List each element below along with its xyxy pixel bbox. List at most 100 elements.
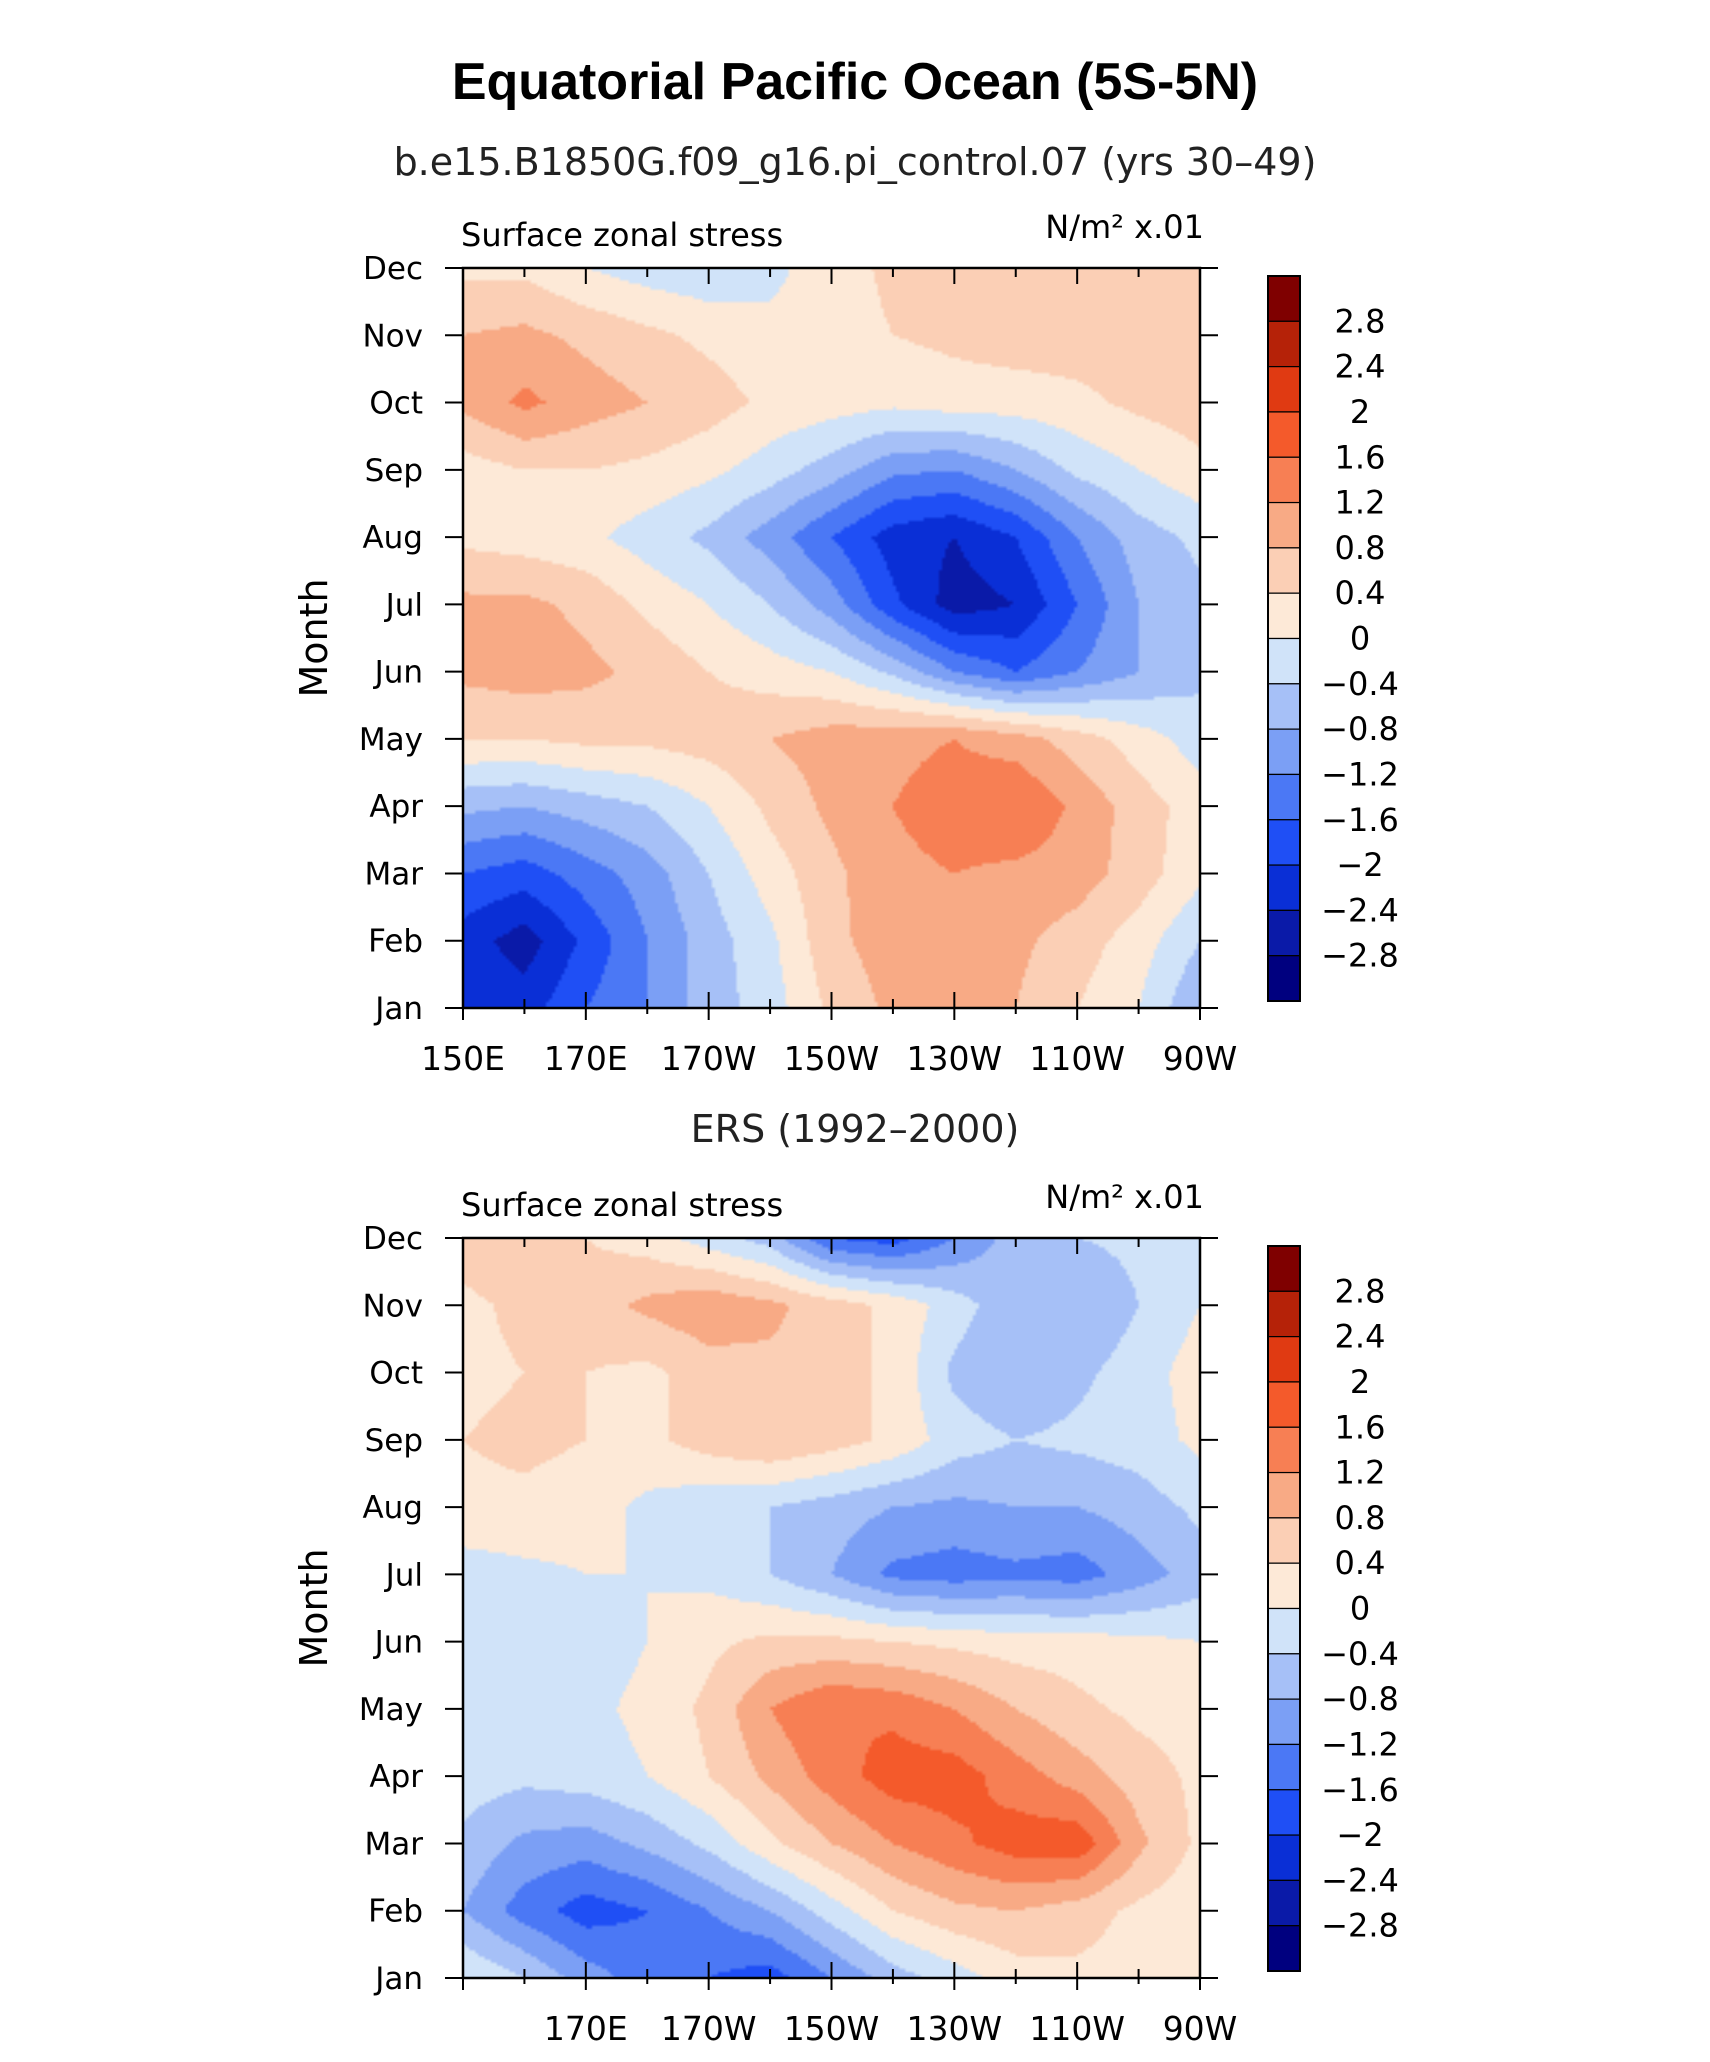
panel-2-colorbar-label: 2 bbox=[1350, 1363, 1370, 1401]
panel-2-colorbar-box bbox=[1267, 1336, 1301, 1383]
panel-1-title: b.e15.B1850G.f09_g16.pi_control.07 (yrs … bbox=[393, 140, 1317, 184]
panel-2-y-tick-label: Feb bbox=[368, 1894, 423, 1930]
panel-2-y-tick-label: Nov bbox=[362, 1288, 423, 1324]
panel-1-colorbar-label: −0.4 bbox=[1321, 665, 1399, 703]
panel-1-right-string: N/m² x.01 bbox=[1045, 208, 1204, 246]
panel-1-colorbar-label: 2 bbox=[1350, 393, 1370, 431]
panel-2-y-tick-label: Apr bbox=[369, 1759, 423, 1795]
panel-2-colorbar-box bbox=[1267, 1925, 1301, 1972]
panel-1-y-tick-label: Sep bbox=[365, 453, 423, 489]
panel-2-colorbar-box bbox=[1267, 1607, 1301, 1655]
panel-1-colorbar-label: 2.8 bbox=[1335, 302, 1386, 340]
panel-2-y-tick-label: Dec bbox=[363, 1221, 423, 1257]
panel-2-colorbar-frame bbox=[1267, 1245, 1301, 1972]
panel-1-colorbar-label: 1.6 bbox=[1335, 438, 1386, 476]
panel-1-colorbar-box bbox=[1267, 366, 1301, 413]
panel-2-colorbar-label: −1.2 bbox=[1321, 1725, 1399, 1763]
panel-1-y-tick-label: Mar bbox=[365, 856, 424, 892]
panel-1-x-tick-label: 170E bbox=[544, 1039, 628, 1078]
panel-1-colorbar-label: −1.6 bbox=[1321, 801, 1399, 839]
panel-1-colorbar-label: 0.4 bbox=[1335, 574, 1386, 612]
panel-1-left-string: Surface zonal stress bbox=[461, 216, 783, 254]
panel-2-group: 170E 170W 150W 130W 110W 90W Jan Feb Mar Apr May Ju… bbox=[292, 1178, 1399, 2048]
panel-2-colorbar-box bbox=[1267, 1698, 1301, 1746]
panel-1-colorbar-label: 0 bbox=[1350, 620, 1370, 658]
panel-2-y-tick-label: Jul bbox=[384, 1557, 423, 1593]
panel-2-title: ERS (1992–2000) bbox=[690, 1107, 1020, 1151]
panel-1-colorbar-box bbox=[1267, 456, 1301, 504]
panel-2-colorbar-label: 1.6 bbox=[1335, 1408, 1386, 1446]
panel-1-y-tick-label: Dec bbox=[363, 251, 423, 287]
panel-1-contour-field bbox=[463, 268, 1200, 1008]
panel-2-colorbar-box bbox=[1267, 1426, 1301, 1474]
panel-1-colorbar-box bbox=[1267, 592, 1301, 640]
panel-1-colorbar-box bbox=[1267, 955, 1301, 1002]
panel-1-colorbar-box bbox=[1267, 320, 1301, 368]
panel-2-colorbar-box bbox=[1267, 1789, 1301, 1836]
panel-2-colorbar-label: −2.8 bbox=[1321, 1907, 1399, 1945]
panel-1-colorbar-label: 2.4 bbox=[1335, 348, 1386, 386]
panel-2-y-tick-label: May bbox=[359, 1692, 423, 1728]
panel-2-x-tick-label: 170E bbox=[544, 2009, 628, 2048]
panel-1-colorbar-box bbox=[1267, 683, 1301, 730]
panel-1-colorbar-label: −2 bbox=[1336, 846, 1383, 884]
panel-1-x-tick-label: 150W bbox=[784, 1039, 880, 1078]
panel-2-colorbar-box bbox=[1267, 1517, 1301, 1564]
panel-1-colorbar-box bbox=[1267, 819, 1301, 866]
panel-1-colorbar-box bbox=[1267, 864, 1301, 911]
panel-1-x-tick-label: 170W bbox=[661, 1039, 757, 1078]
panel-2-colorbar-label: 1.2 bbox=[1335, 1454, 1386, 1492]
panel-1-y-tick-label: Jun bbox=[373, 655, 423, 691]
panel-2-colorbar-label: 0 bbox=[1350, 1590, 1370, 1628]
panel-2-y-tick-label: Oct bbox=[369, 1356, 423, 1392]
panel-2-colorbar-label: −2.4 bbox=[1321, 1861, 1399, 1899]
panel-2-colorbar-label: −1.6 bbox=[1321, 1771, 1399, 1809]
panel-1-colorbar-label: −2.8 bbox=[1321, 937, 1399, 975]
panel-1-colorbar-box bbox=[1267, 275, 1301, 322]
panel-1-colorbar-frame bbox=[1267, 275, 1301, 1002]
panel-2-colorbar-label: −0.4 bbox=[1321, 1635, 1399, 1673]
panel-1-colorbar-box bbox=[1267, 637, 1301, 685]
panel-1-colorbar-box bbox=[1267, 773, 1301, 821]
panel-2-colorbar-box bbox=[1267, 1381, 1301, 1428]
panel-2-colorbar-box bbox=[1267, 1562, 1301, 1610]
panel-2-y-axis-label: Month bbox=[292, 1548, 336, 1667]
panel-1-colorbar-box bbox=[1267, 501, 1301, 549]
panel-2-x-tick-label: 90W bbox=[1163, 2009, 1238, 2048]
panel-1-colorbar-label: −0.8 bbox=[1321, 710, 1399, 748]
panel-1-y-axis-label: Month bbox=[292, 578, 336, 697]
panel-1-colorbar-box bbox=[1267, 728, 1301, 776]
panel-2-colorbar-box bbox=[1267, 1879, 1301, 1927]
panel-1-colorbar-box bbox=[1267, 547, 1301, 594]
panel-2-x-tick-label: 150W bbox=[784, 2009, 880, 2048]
panel-1-colorbar-label: −2.4 bbox=[1321, 891, 1399, 929]
panel-1-x-tick-label: 130W bbox=[907, 1039, 1003, 1078]
panel-1-y-tick-label: Oct bbox=[369, 386, 423, 422]
panel-1-y-tick-label: May bbox=[359, 722, 423, 758]
panel-2-y-tick-label: Sep bbox=[365, 1423, 423, 1459]
panel-2-contour-field bbox=[463, 1238, 1200, 1978]
panel-2-y-tick-label: Jun bbox=[373, 1625, 423, 1661]
panel-2-colorbar-box bbox=[1267, 1653, 1301, 1700]
panel-1-x-tick-label: 150E bbox=[421, 1039, 505, 1078]
panel-2-colorbar-box bbox=[1267, 1290, 1301, 1338]
panel-2-x-tick-label: 130W bbox=[907, 2009, 1003, 2048]
panel-2-right-string: N/m² x.01 bbox=[1045, 1178, 1204, 1216]
panel-1-y-tick-label: Aug bbox=[362, 520, 423, 556]
panel-2-colorbar-label: 2.8 bbox=[1335, 1272, 1386, 1310]
panel-1-group: 150E 170E 170W 150W 130W 110W 90W Jan Feb Mar Apr M… bbox=[292, 208, 1399, 1078]
panel-2-left-string: Surface zonal stress bbox=[461, 1186, 783, 1224]
figure-title: Equatorial Pacific Ocean (5S-5N) bbox=[451, 53, 1259, 111]
panel-1-colorbar-box bbox=[1267, 411, 1301, 458]
panel-2-colorbar-label: 0.8 bbox=[1335, 1499, 1386, 1537]
panel-1-colorbar-label: 1.2 bbox=[1335, 484, 1386, 522]
panel-2-y-tick-label: Aug bbox=[362, 1490, 423, 1526]
panel-2-colorbar-box bbox=[1267, 1743, 1301, 1791]
panel-2-x-tick-label: 110W bbox=[1029, 2009, 1125, 2048]
panel-1-colorbar-label: −1.2 bbox=[1321, 755, 1399, 793]
panel-2-y-tick-label: Mar bbox=[365, 1826, 424, 1862]
panel-1-colorbar-box bbox=[1267, 909, 1301, 957]
panel-1-y-tick-label: Jul bbox=[384, 587, 423, 623]
panel-1-x-tick-label: 90W bbox=[1163, 1039, 1238, 1078]
panel-2-colorbar-box bbox=[1267, 1471, 1301, 1519]
